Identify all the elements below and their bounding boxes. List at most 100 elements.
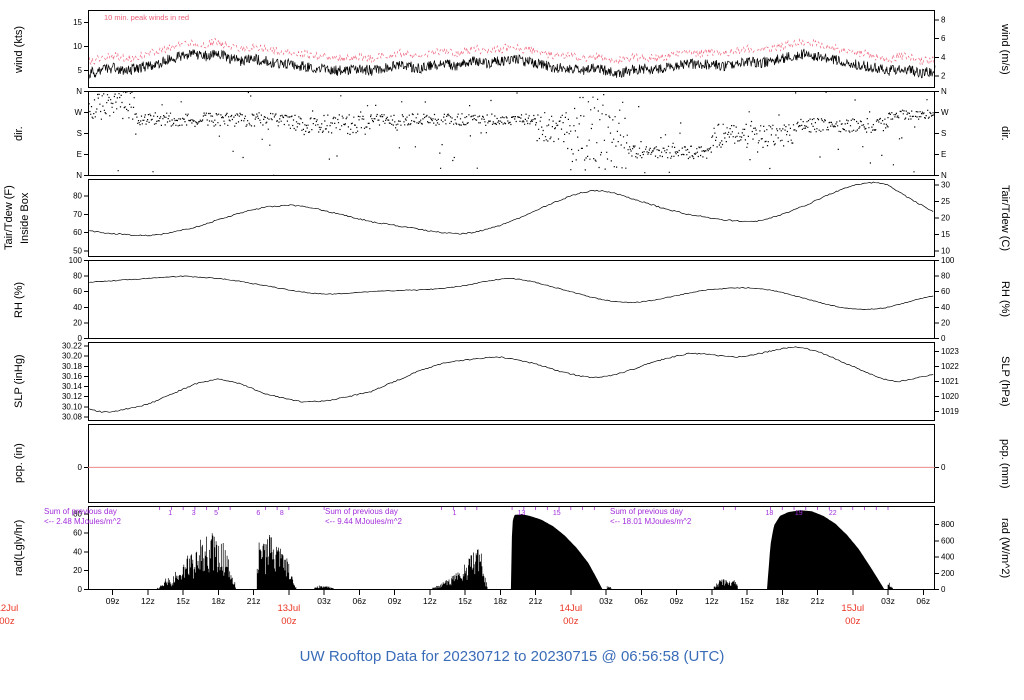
svg-text:8: 8 xyxy=(280,510,284,517)
svg-text:8: 8 xyxy=(941,15,946,24)
x-tick-label: 15z xyxy=(740,596,754,606)
svg-text:200: 200 xyxy=(941,569,955,578)
x-axis: 09z 12z 15z 18z 21z 03z 06z 09z 12z 15z 18z 21z 03z 0… xyxy=(0,596,1024,636)
svg-text:30.16: 30.16 xyxy=(62,372,83,381)
y-axis-label-slp-left: SLP (inHg) xyxy=(13,354,25,409)
rad-sum-2-line1: Sum of previous day xyxy=(325,507,398,516)
svg-text:S: S xyxy=(941,129,946,138)
y-axis-label-wind-left: wind (kts) xyxy=(13,25,25,73)
y-axis-label-temp-left2: Inside Box xyxy=(19,192,31,244)
svg-text:400: 400 xyxy=(941,553,955,562)
svg-text:2: 2 xyxy=(941,71,946,80)
svg-text:30.22: 30.22 xyxy=(62,342,83,351)
x-tick-label: 15z xyxy=(176,596,190,606)
svg-text:100: 100 xyxy=(69,256,83,265)
rad-sum-2-line2: <-- 9.44 MJoules/m^2 xyxy=(325,517,402,526)
x-tick-label: 18z xyxy=(775,596,790,606)
svg-text:40: 40 xyxy=(73,547,82,556)
svg-text:1019: 1019 xyxy=(941,407,959,416)
x-tick-label: 18z xyxy=(493,596,508,606)
svg-text:6: 6 xyxy=(256,510,260,517)
svg-text:30.08: 30.08 xyxy=(62,412,83,421)
figure-title: UW Rooftop Data for 20230712 to 20230715… xyxy=(299,648,725,665)
x-tick-label: 09z xyxy=(105,596,120,606)
x-tick-label: 12z xyxy=(704,596,719,606)
y-axis-label-rad-left: rad(Lgly/hr) xyxy=(13,519,25,577)
svg-text:60: 60 xyxy=(73,228,82,237)
rad-sum-annotation-3: Sum of previous day <-- 18.01 MJoules/m^… xyxy=(610,507,691,527)
svg-text:N: N xyxy=(76,171,82,180)
rad-sum-1-line2: <-- 2.48 MJoules/m^2 xyxy=(44,517,121,526)
x-tick-label: 21z xyxy=(528,596,543,606)
svg-text:80: 80 xyxy=(941,272,950,281)
svg-text:20: 20 xyxy=(73,566,82,575)
svg-text:80: 80 xyxy=(73,192,82,201)
svg-text:1023: 1023 xyxy=(941,347,959,356)
svg-text:30.10: 30.10 xyxy=(62,402,83,411)
x-tick-label: 06z xyxy=(634,596,649,606)
x-tick-label: 18z xyxy=(211,596,226,606)
rad-sum-annotation-2: Sum of previous day <-- 9.44 MJoules/m^2 xyxy=(325,507,402,527)
svg-text:20: 20 xyxy=(73,318,82,327)
rad-sum-3-line2: <-- 18.01 MJoules/m^2 xyxy=(610,517,692,526)
panel-rh: 100 80 60 40 20 0 100 80 60 40 20 0 xyxy=(69,256,955,343)
svg-text:E: E xyxy=(941,150,946,159)
svg-text:60: 60 xyxy=(73,528,82,537)
x-tick-label: 06z xyxy=(916,596,931,606)
y-axis-label-dir-right: dir. xyxy=(999,126,1011,141)
panel-dir: N W S E N N W S E N xyxy=(74,87,949,180)
svg-text:19: 19 xyxy=(795,510,803,517)
svg-text:40: 40 xyxy=(73,303,82,312)
svg-text:1: 1 xyxy=(453,510,457,517)
y-axis-label-temp-right: Tair/Tdew (C) xyxy=(999,184,1011,251)
axis-ticks: 100 80 60 40 20 0 100 80 60 40 20 0 xyxy=(69,256,955,343)
y-axis-label-rh-left: RH (%) xyxy=(13,281,25,318)
x-tick-label: 12z xyxy=(141,596,155,606)
y-axis-label-pcp-right: pcp. (mm) xyxy=(999,438,1011,489)
svg-text:15: 15 xyxy=(73,18,82,27)
x-tick-label: 03z xyxy=(599,596,613,606)
date-label: 13Jul 00z xyxy=(277,603,301,627)
date-label: 12Jul00z xyxy=(0,603,19,627)
rad-sum-3-line1: Sum of previous day xyxy=(610,507,683,516)
rad-sum-annotation-1: Sum of previous day <-- 2.48 MJoules/m^2 xyxy=(44,507,121,527)
peak-wind-annotation: 10 min. peak winds in red xyxy=(104,13,190,22)
rad-sum-1-line1: Sum of previous day xyxy=(44,507,117,516)
svg-text:0: 0 xyxy=(78,585,83,594)
y-axis-label-pcp-left: pcp. (in) xyxy=(13,443,25,484)
svg-text:1021: 1021 xyxy=(941,377,959,386)
panel-temp: 80 70 60 50 30 25 20 15 10 xyxy=(73,179,950,257)
svg-text:60: 60 xyxy=(73,287,82,296)
svg-text:10: 10 xyxy=(73,42,82,51)
date-label: 14Jul 00z xyxy=(559,603,583,627)
y-axis-label-temp-left: Tair/Tdew (F) xyxy=(3,185,15,251)
x-tick-label: 15z xyxy=(458,596,472,606)
svg-text:W: W xyxy=(941,108,949,117)
svg-text:70: 70 xyxy=(73,210,82,219)
svg-text:W: W xyxy=(74,108,82,117)
svg-text:100: 100 xyxy=(941,256,955,265)
svg-text:20: 20 xyxy=(941,318,950,327)
y-axis-label-dir-left: dir. xyxy=(13,126,25,141)
svg-text:N: N xyxy=(76,87,82,96)
svg-text:25: 25 xyxy=(941,197,950,206)
axis-ticks: N W S E N N W S E N xyxy=(74,87,949,180)
panel-slp: 30.2230.2030.1830.1630.1430.1230.1030.08… xyxy=(62,342,959,422)
svg-text:N: N xyxy=(941,87,947,96)
svg-text:600: 600 xyxy=(941,536,955,545)
panel-wind: 15 10 5 8 6 4 2 xyxy=(73,10,946,88)
svg-text:10: 10 xyxy=(941,247,950,256)
svg-text:5: 5 xyxy=(78,66,83,75)
x-axis-ticks xyxy=(112,590,924,595)
x-tick-label: 03z xyxy=(317,596,331,606)
svg-text:20: 20 xyxy=(941,214,950,223)
y-axis-label-slp-right: SLP (hPa) xyxy=(999,356,1011,407)
svg-text:0: 0 xyxy=(78,463,83,472)
axis-ticks: 30.2230.2030.1830.1630.1430.1230.1030.08… xyxy=(62,342,959,422)
svg-text:0: 0 xyxy=(78,334,83,343)
svg-text:3: 3 xyxy=(192,510,196,517)
svg-text:0: 0 xyxy=(941,585,946,594)
